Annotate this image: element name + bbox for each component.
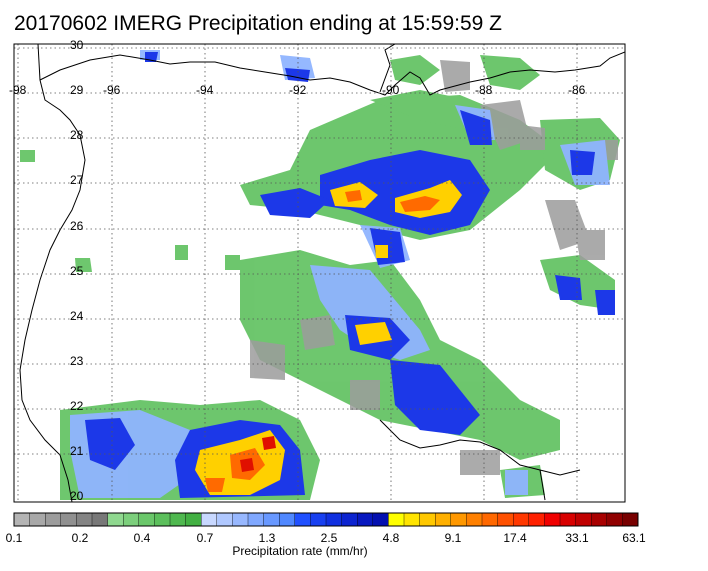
colorbar-cell — [279, 512, 296, 527]
colorbar-cell — [263, 512, 280, 527]
precip-fields — [19, 44, 625, 502]
longitude-labels: -98 -96 -94 -92 -90 -88 -86 — [9, 83, 586, 97]
lat-label: 27 — [70, 173, 84, 187]
colorbar-cell — [247, 512, 265, 527]
colorbar-cell — [497, 512, 514, 527]
colorbar-cell — [606, 512, 623, 527]
lon-label: -90 — [382, 83, 400, 97]
colorbar-cell — [559, 512, 577, 527]
colorbar-cell — [45, 512, 62, 527]
colorbar-tick: 63.1 — [622, 531, 646, 545]
colorbar-cell — [325, 512, 343, 527]
colorbar-cell — [294, 512, 311, 527]
lat-label: 23 — [70, 354, 84, 368]
colorbar-cell — [107, 512, 124, 527]
lon-label: -92 — [289, 83, 307, 97]
colorbar-cell — [200, 512, 218, 527]
colorbar-cell — [310, 512, 327, 527]
colorbar-cell — [481, 512, 499, 527]
colorbar-cell — [388, 512, 405, 527]
colorbar-cell — [341, 512, 358, 527]
colorbar-tick: 33.1 — [565, 531, 589, 545]
latitude-labels: 30 29 28 27 26 25 24 23 22 21 20 — [70, 38, 84, 503]
colorbar-cell — [232, 512, 249, 527]
colorbar-tick-labels: 0.1 0.2 0.4 0.7 1.3 2.5 4.8 9.1 17.4 33.… — [6, 531, 646, 545]
lat-label: 21 — [70, 444, 84, 458]
colorbar-cell — [91, 512, 109, 527]
colorbar-cell — [76, 512, 93, 527]
colorbar-cell — [528, 512, 545, 527]
lon-label: -96 — [103, 83, 121, 97]
colorbar-cell — [216, 512, 233, 527]
colorbar-cell — [357, 512, 374, 527]
lat-label: 30 — [70, 38, 84, 52]
colorbar-tick: 0.2 — [72, 531, 89, 545]
colorbar-cell — [435, 512, 452, 527]
colorbar-cell — [185, 512, 202, 527]
colorbar-cell — [419, 512, 436, 527]
colorbar-title: Precipitation rate (mm/hr) — [232, 544, 367, 558]
colorbar-tick: 17.4 — [503, 531, 527, 545]
lat-label: 26 — [70, 219, 84, 233]
colorbar-cell — [60, 512, 77, 527]
colorbar-cells — [13, 512, 639, 527]
colorbar-tick: 2.5 — [321, 531, 338, 545]
colorbar-cell — [544, 512, 561, 527]
plot-frame — [13, 43, 626, 503]
colorbar-tick: 0.7 — [197, 531, 214, 545]
colorbar-cell — [591, 512, 608, 527]
gridlines — [14, 44, 625, 502]
colorbar-cell — [622, 512, 639, 527]
lon-label: -88 — [475, 83, 493, 97]
colorbar-frame — [13, 512, 639, 527]
lon-label: -86 — [568, 83, 586, 97]
lon-label: -94 — [196, 83, 214, 97]
colorbar-cell — [138, 512, 155, 527]
colorbar-cell — [372, 512, 389, 527]
colorbar-cell — [154, 512, 171, 527]
colorbar-tick: 1.3 — [259, 531, 276, 545]
colorbar-cell — [575, 512, 592, 527]
lat-label: 25 — [70, 264, 84, 278]
colorbar-cell — [466, 512, 483, 527]
colorbar-tick: 9.1 — [445, 531, 462, 545]
lon-label: -98 — [9, 83, 27, 97]
colorbar-tick: 0.1 — [6, 531, 23, 545]
colorbar-cell — [122, 512, 140, 527]
colorbar-tick: 0.4 — [134, 531, 151, 545]
lat-label: 22 — [70, 399, 84, 413]
colorbar-cell — [29, 512, 46, 527]
lat-label: 20 — [70, 489, 84, 503]
colorbar-cell — [13, 512, 31, 527]
map-title: 20170602 IMERG Precipitation ending at 1… — [14, 12, 502, 35]
colorbar-cell — [169, 512, 187, 527]
colorbar-cell — [450, 512, 467, 527]
colorbar-cell — [403, 512, 421, 527]
lat-label: 28 — [70, 128, 84, 142]
colorbar-tick: 4.8 — [383, 531, 400, 545]
lat-label: 29 — [70, 83, 84, 97]
colorbar-cell — [513, 512, 530, 527]
lat-label: 24 — [70, 309, 84, 323]
